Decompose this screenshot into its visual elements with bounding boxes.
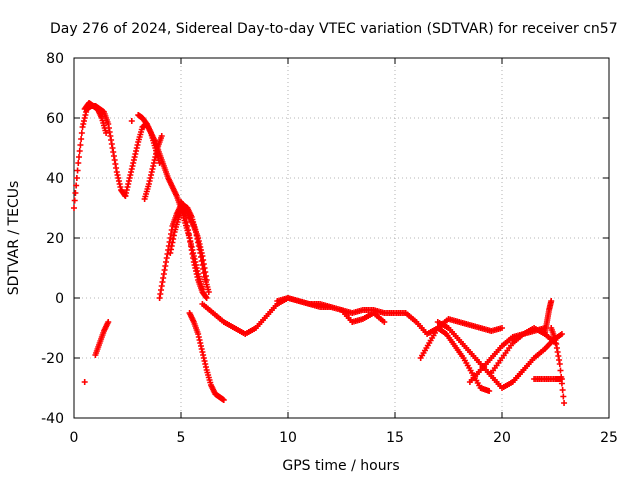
y-tick-label: 20 [46,231,64,247]
series-arc-20 [488,325,559,376]
data-point [71,205,77,211]
data-point [499,325,505,331]
series-arc-22 [531,376,565,382]
data-point [105,319,112,325]
series-arc-8 [178,199,210,283]
data-point [559,387,566,393]
series-arc-14 [274,295,409,316]
y-axis-label: SDTVAR / TECUs [6,181,22,296]
y-tick-label: 40 [46,171,64,187]
data-point [74,167,81,174]
data-point [561,400,568,406]
y-tick-label: -40 [41,411,64,427]
data-point [560,393,567,400]
y-tick-label: 80 [46,51,64,67]
x-tick-label: 10 [279,430,297,446]
data-point [78,130,85,136]
data-point [81,379,88,385]
data-point [203,295,210,301]
data-point [220,397,227,403]
data-point [158,133,165,139]
data-point [77,142,84,148]
x-axis-label: GPS time / hours [282,458,399,474]
y-tick-label: 0 [55,291,64,307]
data-point [75,154,82,160]
data-point [73,175,80,181]
data-point [75,160,82,166]
data-point [558,380,565,387]
series-arc-5 [141,133,165,202]
series-arc-24 [548,325,568,406]
x-tick-label: 0 [70,430,79,446]
data-point [76,148,83,154]
data-point [72,190,79,196]
data-point [381,319,388,325]
data-point [78,136,85,142]
series-arc-1 [71,103,129,211]
data-point [205,289,212,295]
x-tick-label: 20 [493,430,511,446]
data-point [558,331,565,337]
data-point [203,277,210,283]
data-point [103,130,110,136]
axis-ticks: 0 5 10 15 20 25 -40 -20 0 20 40 60 80 [41,51,618,446]
x-tick-label: 5 [177,430,186,446]
series-arc-21 [509,331,565,385]
series-arc-9 [186,310,227,403]
x-tick-label: 15 [386,430,404,446]
data-point [486,388,493,394]
series-arc-2 [81,100,110,136]
data-point [128,118,135,124]
series-arc-17 [417,325,493,394]
series-arc-10 [81,379,88,385]
data-point [548,298,555,304]
data-point [71,197,78,204]
series-arc-15 [338,307,388,325]
series-arc-23 [541,298,555,337]
data-point [557,367,564,374]
chart-title: Day 276 of 2024, Sidereal Day-to-day VTE… [50,21,618,37]
series-arc-12 [128,118,135,124]
data-point [556,361,563,367]
data-point [558,374,565,380]
series-arc-11 [92,319,112,358]
data-point [73,182,80,189]
data-points [71,100,568,406]
series-arc-13 [199,295,334,337]
y-tick-label: 60 [46,111,64,127]
y-tick-label: -20 [41,351,64,367]
x-tick-label: 25 [600,430,618,446]
